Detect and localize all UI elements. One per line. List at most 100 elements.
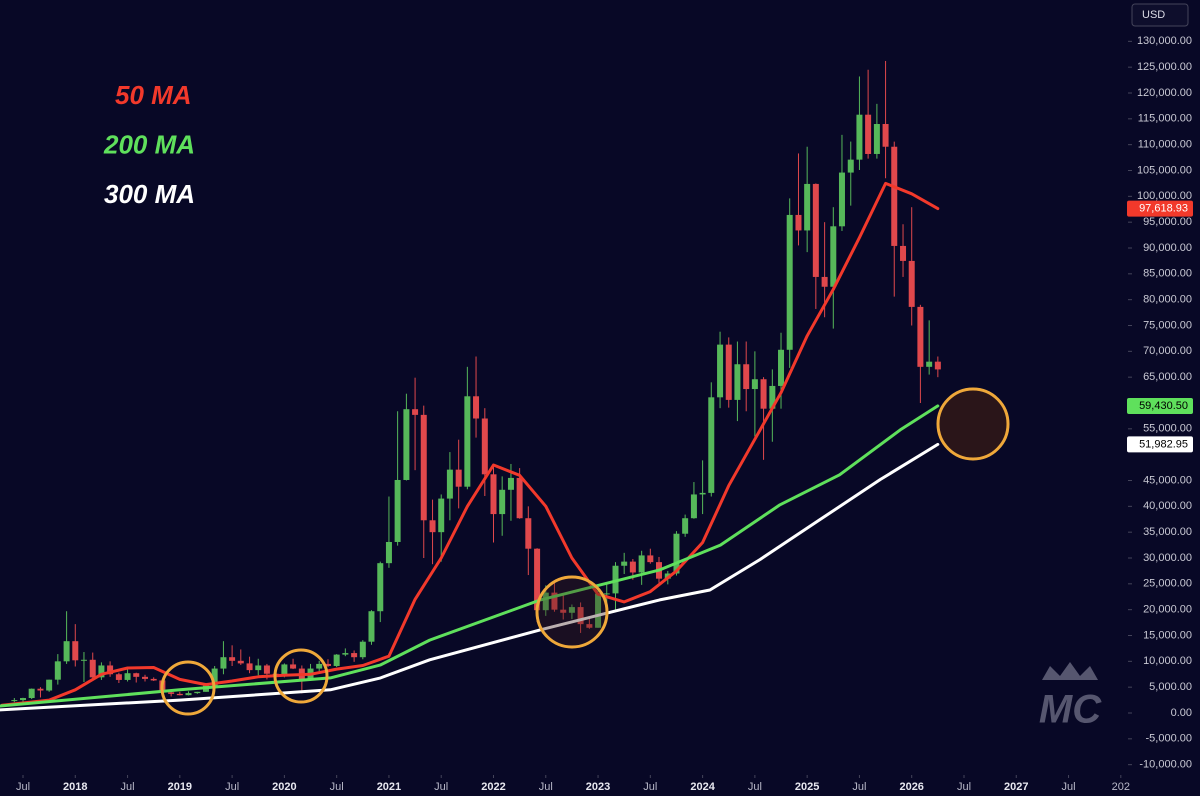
legend-label: 50 MA xyxy=(115,80,192,110)
x-tick-label: Jul xyxy=(852,781,866,793)
candle-body xyxy=(385,541,392,564)
candle-body xyxy=(917,306,924,367)
candle-body xyxy=(838,172,845,227)
ma-line xyxy=(0,404,940,708)
x-tick-label: Jul xyxy=(330,781,344,793)
x-tick-label: 2022 xyxy=(481,781,505,793)
candle-body xyxy=(220,657,227,669)
candle-body xyxy=(926,361,933,367)
y-tick-label: 25,000.00 xyxy=(1143,578,1192,590)
annotations xyxy=(160,387,1010,716)
y-tick-label: 100,000.00 xyxy=(1137,190,1192,202)
y-tick-label: 15,000.00 xyxy=(1143,629,1192,641)
last-value-box xyxy=(1127,200,1193,217)
candle-body xyxy=(507,477,514,490)
y-tick-label: 5,000.00 xyxy=(1149,681,1192,693)
candle-body xyxy=(725,344,732,400)
candle-body xyxy=(490,474,497,515)
candle-body xyxy=(551,592,558,610)
candle-body xyxy=(821,276,828,287)
x-tick-label: Jul xyxy=(643,781,657,793)
highlight-circle xyxy=(273,648,329,704)
candle-body xyxy=(403,409,410,480)
candle-body xyxy=(412,409,419,415)
highlight-circle xyxy=(936,387,1010,461)
last-value-box xyxy=(1127,397,1193,414)
y-tick-label: 115,000.00 xyxy=(1138,113,1192,125)
candle-body xyxy=(873,124,880,154)
candle-body xyxy=(72,641,79,661)
candle-body xyxy=(420,414,427,521)
y-tick-label: 40,000.00 xyxy=(1143,500,1192,512)
y-tick-label: 120,000.00 xyxy=(1137,87,1192,99)
candle-body xyxy=(168,692,175,694)
x-tick-label: 2021 xyxy=(377,781,401,793)
candle-body xyxy=(769,385,776,409)
candle-body xyxy=(455,469,462,487)
x-tick-label: 2020 xyxy=(272,781,296,793)
candle-body xyxy=(908,260,915,307)
currency-label: USD xyxy=(1142,9,1165,21)
candle-body xyxy=(211,668,218,686)
y-tick-label: 95,000.00 xyxy=(1143,216,1192,228)
candle-body xyxy=(237,660,244,664)
x-tick-label: 202 xyxy=(1112,781,1130,793)
candle-body xyxy=(621,561,628,566)
candle-body xyxy=(342,653,349,655)
candle-body xyxy=(900,245,907,261)
last-value-label: 51,982.95 xyxy=(1139,438,1188,450)
x-tick-label: Jul xyxy=(539,781,553,793)
crown-icon xyxy=(1042,662,1098,680)
currency-box xyxy=(1131,3,1189,27)
candle-body xyxy=(934,361,941,370)
candle-body xyxy=(891,146,898,246)
last-value-box xyxy=(1127,436,1193,453)
candle-body xyxy=(80,659,87,661)
candle-body xyxy=(586,624,593,628)
candle-body xyxy=(255,665,262,671)
candle-body xyxy=(481,418,488,475)
candle-body xyxy=(882,124,889,147)
ma-line xyxy=(0,181,940,707)
legend-label: 300 MA xyxy=(104,179,195,209)
x-tick-label: Jul xyxy=(225,781,239,793)
candle-body xyxy=(673,533,680,574)
candle-body xyxy=(542,592,549,611)
y-tick-label: 30,000.00 xyxy=(1143,552,1192,564)
last-value-label: 97,618.93 xyxy=(1139,203,1188,215)
y-tick-label: 85,000.00 xyxy=(1143,268,1192,280)
y-tick-label: 20,000.00 xyxy=(1143,604,1192,616)
candle-body xyxy=(560,609,567,613)
y-tick-label: -10,000.00 xyxy=(1139,759,1192,771)
legend: 50 MA 200 MA 300 MA xyxy=(103,80,195,209)
candle-body xyxy=(499,489,506,515)
x-tick-label: 2019 xyxy=(168,781,192,793)
x-tick-label: 2026 xyxy=(899,781,923,793)
y-tick-label: 55,000.00 xyxy=(1143,423,1192,435)
candle-body xyxy=(525,518,532,549)
candle-body xyxy=(847,159,854,173)
candle-body xyxy=(89,659,96,678)
x-tick-label: Jul xyxy=(16,781,30,793)
candle-body xyxy=(98,665,105,678)
candle-body xyxy=(150,678,157,681)
y-tick-label: 45,000.00 xyxy=(1143,474,1192,486)
x-tick-label: Jul xyxy=(957,781,971,793)
candle-body xyxy=(786,214,793,350)
candle-body xyxy=(290,664,297,669)
candle-body xyxy=(351,653,358,658)
candle-body xyxy=(568,607,575,613)
candle-body xyxy=(185,693,192,696)
y-tick-label: -5,000.00 xyxy=(1146,733,1192,745)
x-tick-label: 2025 xyxy=(795,781,819,793)
candle-body xyxy=(638,555,645,573)
candle-body xyxy=(37,688,44,691)
candle-body xyxy=(20,698,27,701)
candle-body xyxy=(446,469,453,499)
y-tick-label: 90,000.00 xyxy=(1143,242,1192,254)
candle-body xyxy=(760,379,767,409)
x-tick-label: 2027 xyxy=(1004,781,1028,793)
candle-body xyxy=(577,607,584,625)
candle-body xyxy=(516,477,523,519)
x-tick-label: 2018 xyxy=(63,781,87,793)
